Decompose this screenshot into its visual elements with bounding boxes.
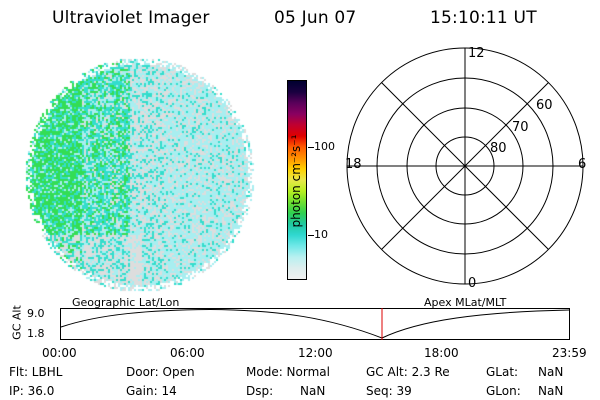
apex-coords-label: Apex MLat/MLT [424,296,507,309]
timeline-tick-0000: 00:00 [42,346,77,360]
colorbar-unit-label: photon cm⁻²s⁻¹ [289,134,303,228]
timeline-tick-1200: 12:00 [298,346,333,360]
altitude-min-label: 1.8 [27,327,45,340]
colorbar-tick-100: 100 [314,140,335,153]
observation-time: 15:10:11 UT [430,8,537,28]
glat-label: GLat: [486,365,519,379]
glon-value: NaN [538,384,564,398]
timeline-tick-0600: 06:00 [170,346,205,360]
polar-lat-60: 60 [536,98,553,113]
glon-label: GLon: [486,384,521,398]
altitude-axis-label: GC Alt [10,305,24,340]
observation-date: 05 Jun 07 [274,8,357,28]
polar-label-12: 12 [468,46,485,61]
polar-lat-70: 70 [512,120,529,135]
door-status: Door: Open [126,365,195,379]
timeline-tick-1800: 18:00 [424,346,459,360]
colorbar [287,80,307,280]
colorbar-tick-10: 10 [314,228,328,241]
polar-label-6: 6 [578,157,587,172]
geographic-coords-label: Geographic Lat/Lon [72,296,180,309]
dsp-value: NaN [300,384,326,398]
polar-grid [346,47,584,285]
gc-alt-status: GC Alt: 2.3 Re [366,365,450,379]
timeline-frame [60,308,570,340]
altitude-max-label: 9.0 [27,307,45,320]
timeline-tick-2359: 23:59 [552,346,587,360]
orbit-timeline[interactable] [60,308,570,340]
mode-status: Mode: Normal [246,365,330,379]
filter-status: Flt: LBHL [9,365,63,379]
colorbar-tick-mark [308,235,314,236]
polar-label-0: 0 [468,276,477,291]
polar-label-18: 18 [345,157,362,172]
altitude-curve [60,308,570,339]
gain-status: Gain: 14 [126,384,177,398]
ip-status: IP: 36.0 [9,384,55,398]
instrument-title: Ultraviolet Imager [52,8,210,28]
polar-lat-80: 80 [490,141,507,156]
seq-status: Seq: 39 [366,384,412,398]
uv-image-panel [22,55,260,293]
polar-diagonal-2 [381,82,549,250]
glat-value: NaN [538,365,564,379]
colorbar-tick-mark [308,147,314,148]
uv-disk-image [22,55,260,293]
dsp-label: Dsp: [246,384,274,398]
